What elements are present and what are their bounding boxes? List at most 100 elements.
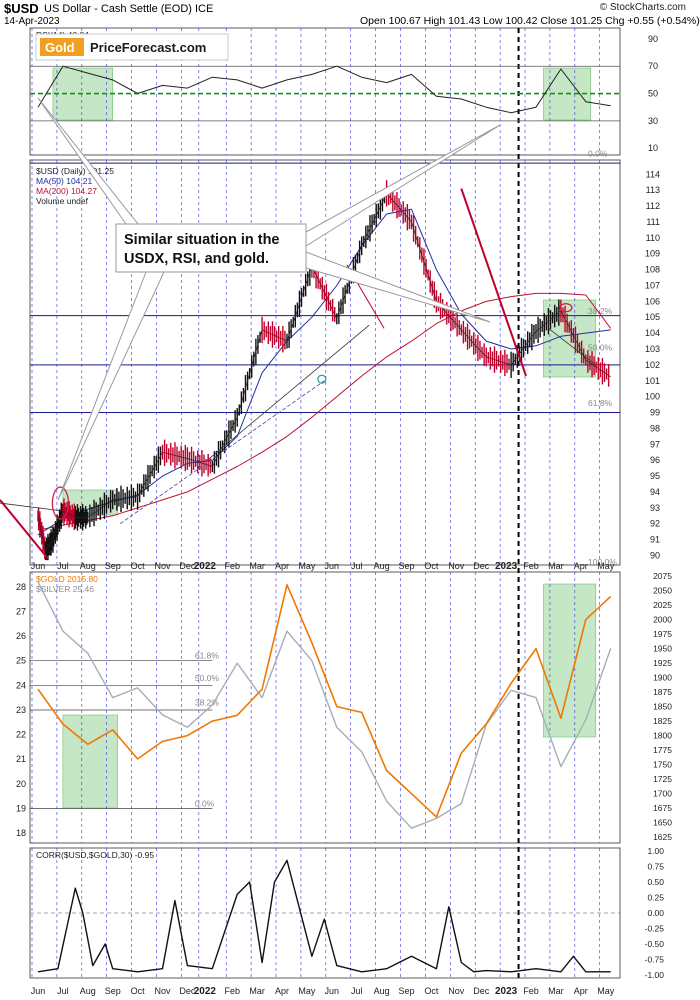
- callout: Similar situation in the USDX, RSI, and g…: [37, 97, 501, 501]
- usd-tick-label: 97: [650, 439, 660, 449]
- x-axis-label: Aug: [80, 561, 96, 571]
- x-axis-label-bottom: 2023: [495, 986, 518, 997]
- rsi-tick-label: 50: [648, 89, 658, 99]
- x-axis-label: Jun: [325, 561, 340, 571]
- x-axis-label: May: [298, 561, 316, 571]
- x-axis-label-bottom: Nov: [448, 986, 465, 996]
- corr-tick-label: -0.25: [645, 923, 665, 933]
- x-axis-label: Nov: [448, 561, 465, 571]
- usd-tick-label: 102: [645, 360, 660, 370]
- x-axis-label-bottom: 2022: [194, 986, 217, 997]
- symbol-description: US Dollar - Cash Settle (EOD) ICE: [44, 3, 214, 15]
- gold-tick-left: 25: [16, 656, 26, 666]
- x-axis-label: May: [597, 561, 615, 571]
- x-axis-label-bottom: Oct: [424, 986, 439, 996]
- silver-line: [37, 581, 612, 829]
- x-axis-label: Oct: [131, 561, 146, 571]
- corr-legend: CORR($USD,$GOLD,30) -0.95: [36, 850, 154, 860]
- usd-tick-label: 99: [650, 408, 660, 418]
- gold-tick-left: 26: [16, 631, 26, 641]
- usd-legend-item: MA(200) 104.27: [36, 186, 97, 196]
- gold-tick-right: 1900: [653, 673, 672, 683]
- corr-tick-label: -0.50: [645, 939, 665, 949]
- usd-legend-item: Volume undef: [36, 196, 89, 206]
- gold-tick-left: 28: [16, 582, 26, 592]
- x-axis-label: Mar: [249, 561, 265, 571]
- usd-channel-dashed: [119, 380, 325, 525]
- corr-tick-label: 0.00: [647, 908, 664, 918]
- gold-line: [37, 583, 612, 818]
- usd-tick-label: 106: [645, 296, 660, 306]
- gold-tick-right: 1975: [653, 629, 672, 639]
- logo-word-gold: Gold: [45, 40, 75, 55]
- usd-tick-label: 96: [650, 455, 660, 465]
- x-axis-label-bottom: Feb: [224, 986, 240, 996]
- usd-tick-label: 114: [646, 169, 660, 179]
- corr-tick-label: 0.50: [647, 877, 664, 887]
- gold-tick-right: 2000: [653, 615, 672, 625]
- symbol-title: $USD: [4, 1, 39, 16]
- usd-tick-label: 113: [646, 185, 660, 195]
- usd-tick-label: 104: [645, 328, 660, 338]
- usd-fib-label: 0.0%: [588, 149, 608, 159]
- usd-trendline-down-left: [0, 499, 49, 560]
- x-axis-label-bottom: Jul: [57, 986, 69, 996]
- highlight-region: [62, 714, 118, 809]
- gold-tick-left: 21: [16, 754, 26, 764]
- usd-highlight-circle: [51, 486, 70, 520]
- x-axis-label: Mar: [548, 561, 564, 571]
- rsi-tick-label: 10: [648, 143, 658, 153]
- x-axis-label-bottom: Jun: [31, 986, 46, 996]
- usd-fib-label: 50.0%: [588, 342, 613, 352]
- x-axis-label: Nov: [154, 561, 171, 571]
- x-axis-label-bottom: May: [597, 986, 615, 996]
- x-axis-label-bottom: Aug: [80, 986, 96, 996]
- gold-legend-item: $GOLD 2015.80: [36, 574, 98, 584]
- x-axis-label-bottom: Dec: [473, 986, 490, 996]
- rsi-tick-label: 30: [648, 116, 658, 126]
- usd-tick-label: 91: [650, 535, 660, 545]
- usd-legend-item: $USD (Daily) 101.25: [36, 166, 114, 176]
- gold-fib-label: 0.0%: [195, 799, 215, 809]
- usd-tick-label: 110: [646, 233, 660, 243]
- usd-tick-label: 94: [650, 487, 660, 497]
- usd-tick-label: 93: [650, 503, 660, 513]
- usd-tick-label: 95: [650, 471, 660, 481]
- x-axis-label-bottom: Apr: [574, 986, 588, 996]
- callout-text-line: Similar situation in the: [124, 232, 280, 248]
- usd-tick-label: 107: [645, 280, 660, 290]
- gold-tick-right: 1675: [653, 803, 672, 813]
- x-axis-label-bottom: Sep: [105, 986, 121, 996]
- usd-tick-label: 103: [645, 344, 660, 354]
- gold-tick-right: 1650: [653, 818, 672, 828]
- x-axis-label: Oct: [424, 561, 439, 571]
- gold-tick-left: 23: [16, 705, 26, 715]
- usd-tick-label: 100: [645, 392, 660, 402]
- usd-tick-label: 98: [650, 423, 660, 433]
- usd-ma200-line: [37, 292, 612, 531]
- gold-tick-left: 22: [16, 730, 26, 740]
- site-logo: Gold PriceForecast.com: [35, 33, 229, 61]
- gold-tick-right: 1950: [653, 644, 672, 654]
- callout-box: [115, 223, 307, 273]
- gold-tick-left: 24: [16, 680, 26, 690]
- usd-highlight-circle: [559, 303, 573, 313]
- gold-fib-label: 61.8%: [195, 651, 220, 661]
- gold-tick-right: 1875: [653, 687, 672, 697]
- gold-legend-item: $SILVER 25.46: [36, 584, 94, 594]
- gold-tick-left: 18: [16, 828, 26, 838]
- corr-line: [37, 859, 611, 973]
- usd-legend-item: MA(50) 104.21: [36, 176, 92, 186]
- x-axis-label: 2023: [495, 561, 518, 572]
- usd-fib-label: 61.8%: [588, 398, 613, 408]
- x-axis-label: Apr: [574, 561, 588, 571]
- x-axis-label-bottom: Oct: [131, 986, 146, 996]
- usd-tick-label: 108: [645, 265, 660, 275]
- gold-fib-label: 38.2%: [195, 698, 220, 708]
- corr-tick-label: 0.25: [647, 893, 664, 903]
- gold-tick-right: 1725: [653, 774, 672, 784]
- x-axis-label-bottom: Jul: [351, 986, 363, 996]
- gold-fib-label: 50.0%: [195, 673, 220, 683]
